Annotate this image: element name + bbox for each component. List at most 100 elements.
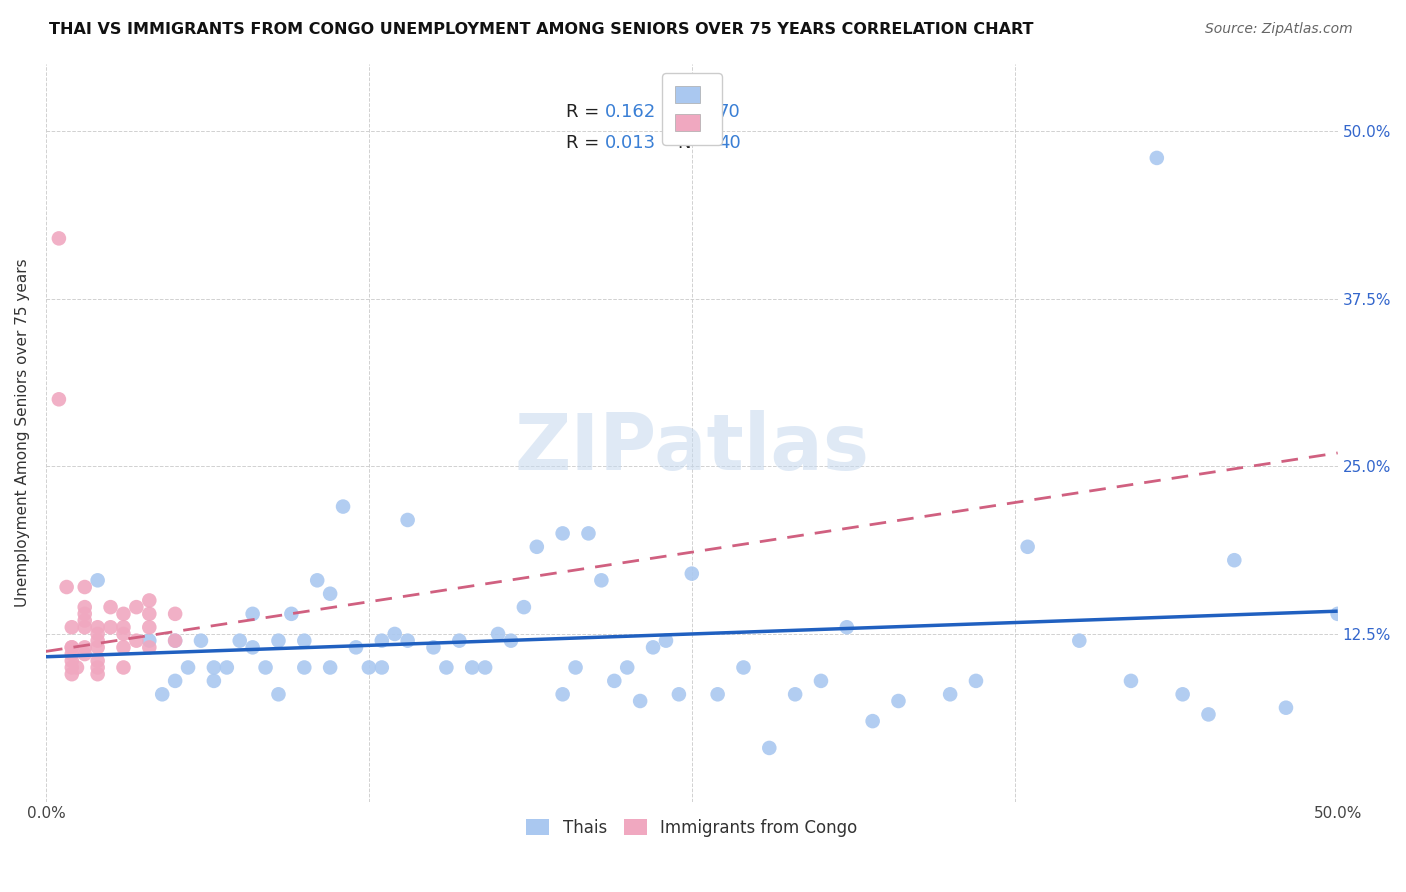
Point bbox=[655, 633, 678, 648]
Point bbox=[384, 627, 406, 641]
Point bbox=[357, 660, 380, 674]
Point bbox=[138, 640, 160, 655]
Point bbox=[449, 633, 471, 648]
Point bbox=[202, 660, 225, 674]
Point bbox=[86, 640, 108, 655]
Text: Source: ZipAtlas.com: Source: ZipAtlas.com bbox=[1205, 22, 1353, 37]
Point bbox=[165, 633, 187, 648]
Point bbox=[641, 640, 664, 655]
Point bbox=[112, 607, 135, 621]
Point bbox=[551, 687, 574, 701]
Point bbox=[242, 607, 264, 621]
Point bbox=[371, 633, 394, 648]
Point bbox=[564, 660, 586, 674]
Point bbox=[138, 633, 160, 648]
Point bbox=[267, 687, 290, 701]
Point bbox=[190, 633, 212, 648]
Point bbox=[112, 660, 135, 674]
Point bbox=[1198, 707, 1220, 722]
Point bbox=[138, 607, 160, 621]
Y-axis label: Unemployment Among Seniors over 75 years: Unemployment Among Seniors over 75 years bbox=[15, 259, 30, 607]
Point bbox=[150, 687, 173, 701]
Text: THAI VS IMMIGRANTS FROM CONGO UNEMPLOYMENT AMONG SENIORS OVER 75 YEARS CORRELATI: THAI VS IMMIGRANTS FROM CONGO UNEMPLOYME… bbox=[49, 22, 1033, 37]
Point bbox=[474, 660, 496, 674]
Point bbox=[616, 660, 638, 674]
Point bbox=[242, 640, 264, 655]
Text: 40: 40 bbox=[717, 134, 741, 152]
Text: R =: R = bbox=[567, 134, 605, 152]
Point bbox=[86, 633, 108, 648]
Point bbox=[1146, 151, 1168, 165]
Point bbox=[1119, 673, 1142, 688]
Point bbox=[112, 640, 135, 655]
Point bbox=[86, 627, 108, 641]
Point bbox=[48, 392, 70, 407]
Point bbox=[1223, 553, 1246, 567]
Point bbox=[785, 687, 807, 701]
Point bbox=[887, 694, 910, 708]
Point bbox=[603, 673, 626, 688]
Point bbox=[307, 574, 329, 588]
Point bbox=[73, 640, 96, 655]
Point bbox=[86, 620, 108, 634]
Legend: Thais, Immigrants from Congo: Thais, Immigrants from Congo bbox=[517, 810, 866, 845]
Point bbox=[1275, 700, 1298, 714]
Point bbox=[165, 673, 187, 688]
Point bbox=[60, 620, 83, 634]
Point bbox=[60, 640, 83, 655]
Point bbox=[177, 660, 200, 674]
Point bbox=[73, 620, 96, 634]
Point bbox=[965, 673, 987, 688]
Point bbox=[486, 627, 509, 641]
Point bbox=[835, 620, 858, 634]
Point bbox=[165, 607, 187, 621]
Point bbox=[267, 633, 290, 648]
Point bbox=[112, 627, 135, 641]
Point bbox=[86, 667, 108, 681]
Point bbox=[758, 740, 780, 755]
Text: R =: R = bbox=[567, 103, 605, 121]
Point bbox=[66, 660, 89, 674]
Text: 70: 70 bbox=[717, 103, 741, 121]
Point bbox=[86, 660, 108, 674]
Point bbox=[60, 640, 83, 655]
Point bbox=[292, 633, 315, 648]
Point bbox=[396, 513, 419, 527]
Point bbox=[125, 633, 148, 648]
Point bbox=[73, 580, 96, 594]
Point bbox=[165, 633, 187, 648]
Point bbox=[100, 620, 122, 634]
Point bbox=[86, 654, 108, 668]
Point bbox=[1069, 633, 1091, 648]
Point bbox=[138, 620, 160, 634]
Point bbox=[733, 660, 755, 674]
Point bbox=[215, 660, 238, 674]
Text: N =: N = bbox=[678, 103, 717, 121]
Point bbox=[681, 566, 703, 581]
Point bbox=[499, 633, 522, 648]
Point bbox=[628, 694, 651, 708]
Point bbox=[60, 647, 83, 661]
Point bbox=[125, 600, 148, 615]
Point bbox=[668, 687, 690, 701]
Point bbox=[100, 600, 122, 615]
Point bbox=[60, 667, 83, 681]
Point bbox=[138, 593, 160, 607]
Point bbox=[73, 647, 96, 661]
Point bbox=[73, 600, 96, 615]
Point bbox=[862, 714, 884, 728]
Point bbox=[55, 580, 77, 594]
Point bbox=[60, 654, 83, 668]
Point bbox=[48, 231, 70, 245]
Point bbox=[810, 673, 832, 688]
Point bbox=[434, 660, 457, 674]
Point bbox=[551, 526, 574, 541]
Point bbox=[371, 660, 394, 674]
Point bbox=[202, 673, 225, 688]
Point bbox=[513, 600, 536, 615]
Point bbox=[254, 660, 277, 674]
Point bbox=[73, 614, 96, 628]
Text: 0.162: 0.162 bbox=[605, 103, 657, 121]
Point bbox=[112, 620, 135, 634]
Point bbox=[706, 687, 728, 701]
